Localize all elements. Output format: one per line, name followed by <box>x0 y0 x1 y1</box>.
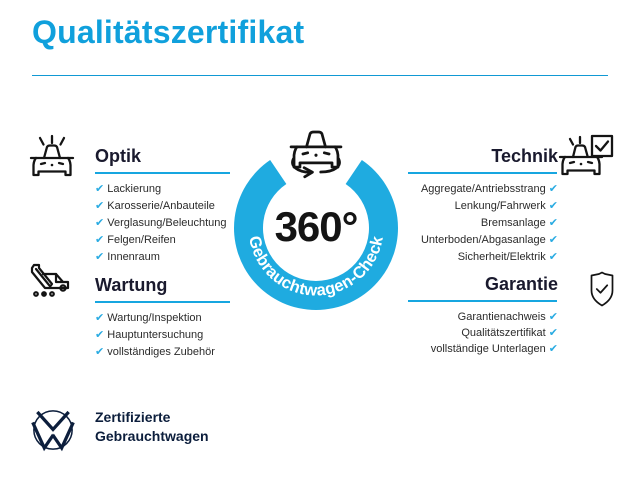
svg-text:Gebrauchtwagen-Check: Gebrauchtwagen-Check <box>245 234 387 300</box>
